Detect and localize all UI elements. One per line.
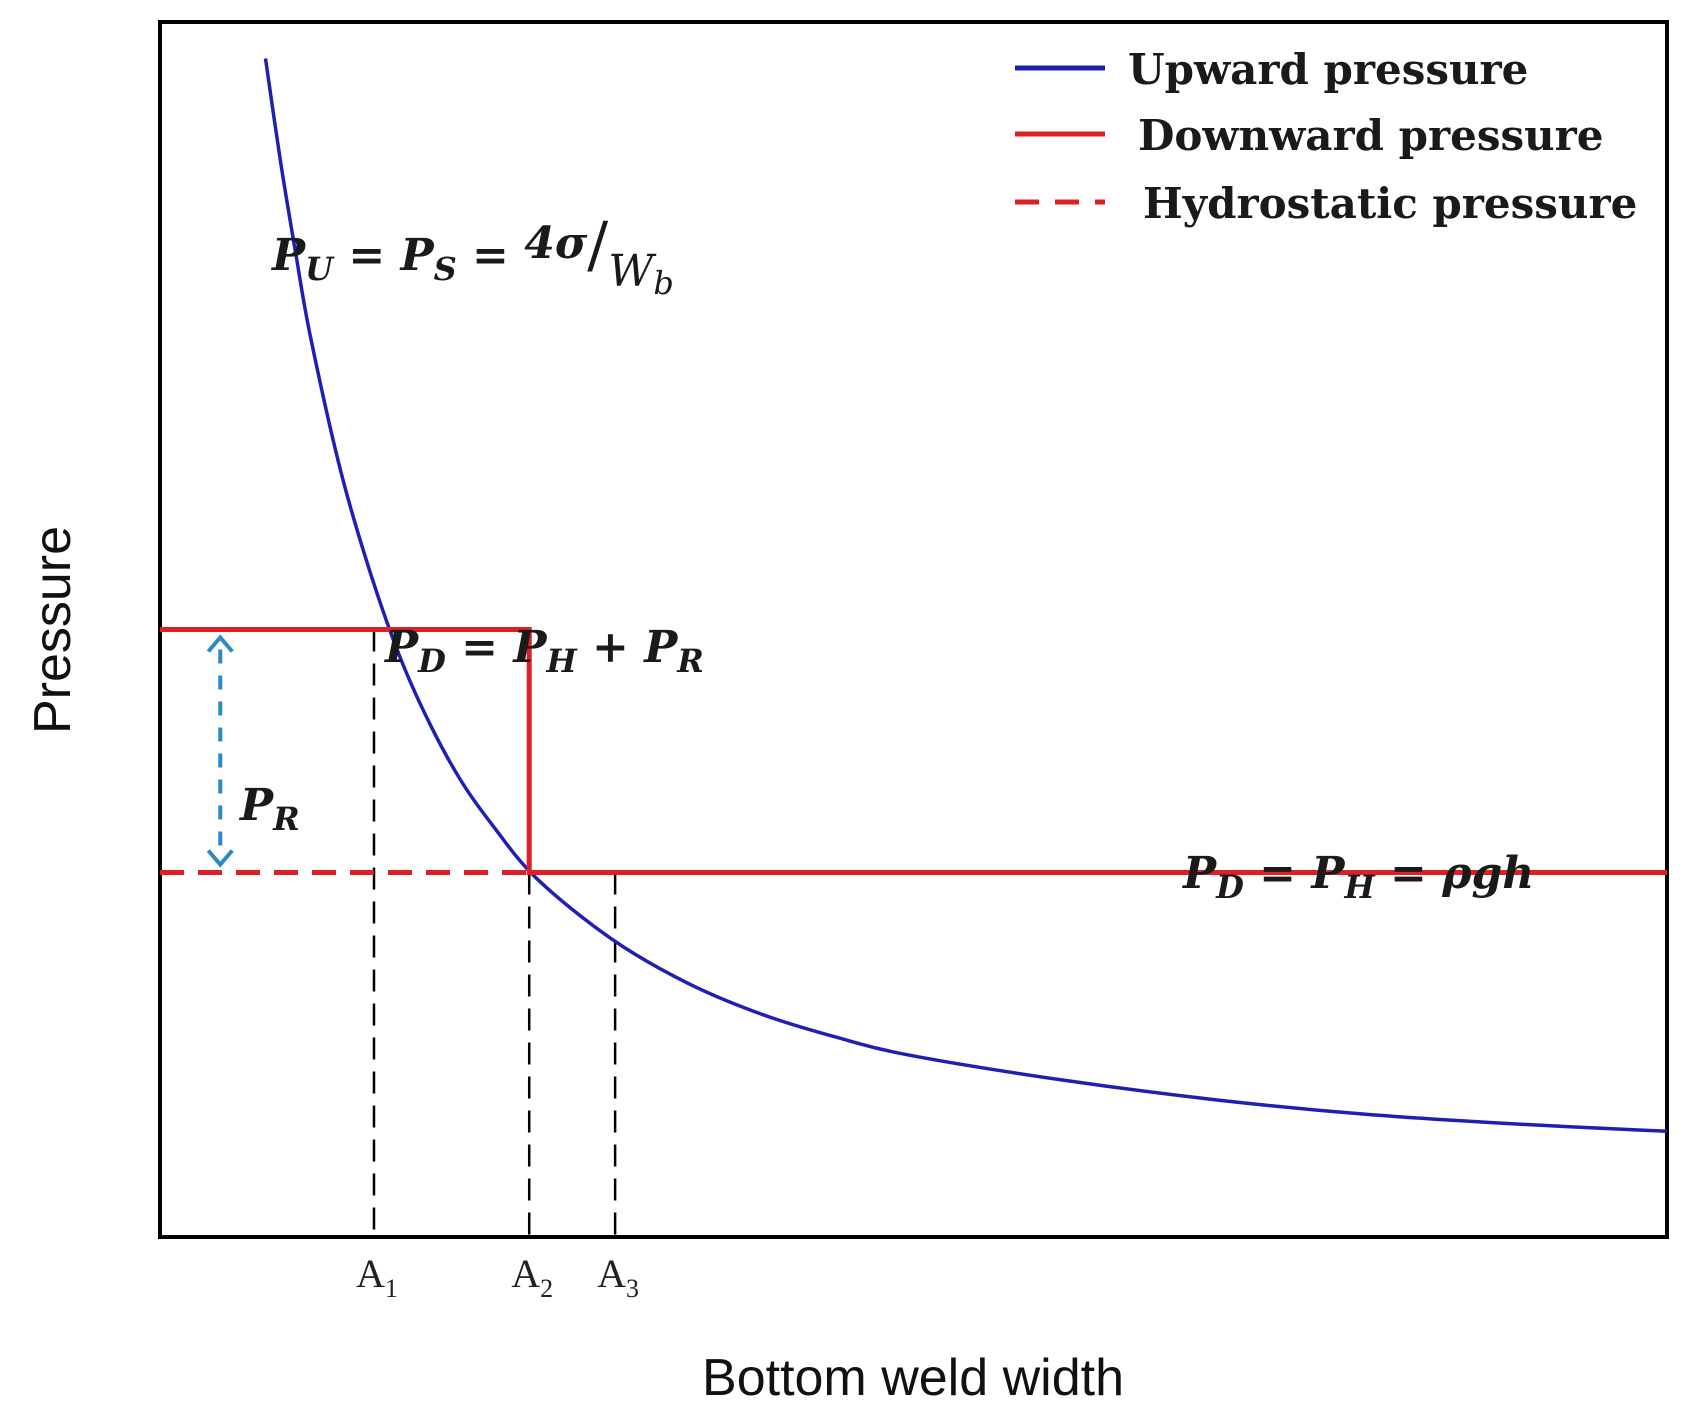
- x-tick-label-a3: A3: [597, 1251, 639, 1303]
- legend-label-downward: Downward pressure: [1138, 111, 1604, 160]
- x-axis-label: Bottom weld width: [702, 1349, 1124, 1407]
- annotation-pd-upper-equation: PD = PH + PR: [383, 622, 704, 680]
- annotation-pr-label: PR: [238, 780, 300, 838]
- annotation-pu-equation: PU = PS = 4σ/Wb: [270, 208, 674, 302]
- x-tick-label-a2: A2: [511, 1251, 553, 1303]
- reference-lines: [372, 629, 617, 1237]
- pr-arrow: [206, 634, 234, 868]
- series-upward-pressure: [263, 58, 1667, 1134]
- legend: Upward pressure Downward pressure Hydros…: [1015, 45, 1637, 228]
- legend-label-hydrostatic: Hydrostatic pressure: [1143, 179, 1637, 228]
- annotation-pd-lower-equation: PD = PH = ρgh: [1181, 848, 1534, 906]
- series-downward-pressure: [160, 627, 1667, 875]
- pr-arrow-head-bottom: [206, 849, 234, 868]
- x-tick-label-a1: A1: [356, 1251, 398, 1303]
- pr-arrow-head-top: [206, 634, 234, 653]
- legend-label-upward: Upward pressure: [1128, 45, 1528, 94]
- y-axis-label: Pressure: [24, 526, 82, 734]
- x-tick-labels: A1 A2 A3: [356, 1251, 639, 1303]
- series-layer: [160, 58, 1667, 1134]
